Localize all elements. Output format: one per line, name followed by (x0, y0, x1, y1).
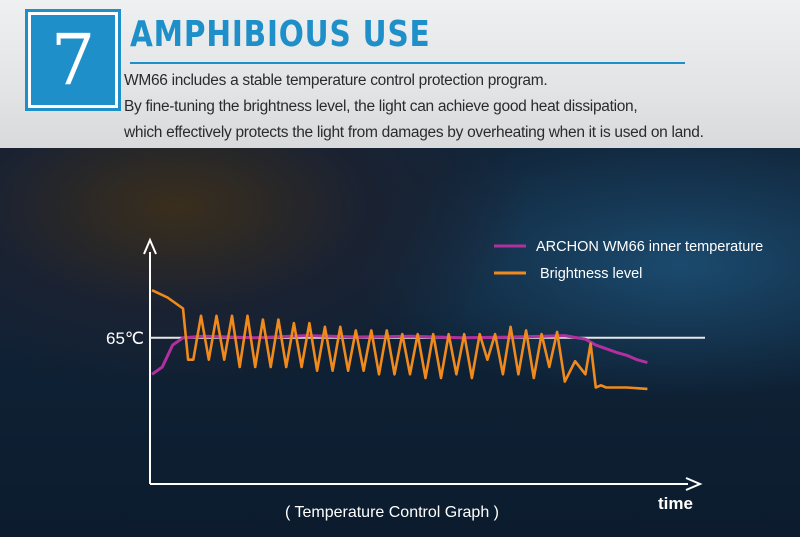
legend-label-brightness: Brightness level (540, 266, 642, 282)
header-banner: 7 AMPHIBIOUS USE WM66 includes a stable … (0, 0, 800, 148)
section-title: AMPHIBIOUS USE (130, 14, 431, 55)
section-number: 7 (50, 19, 96, 101)
description-line-1: WM66 includes a stable temperature contr… (124, 72, 548, 89)
y-axis-arrow (143, 237, 157, 255)
chart-caption: ( Temperature Control Graph ) (285, 504, 499, 521)
title-underline (130, 62, 685, 64)
y-tick-label: 65℃ (106, 329, 144, 348)
description-line-2: By fine-tuning the brightness level, the… (124, 98, 638, 115)
x-axis-label: time (658, 494, 693, 513)
section-number-badge: 7 (28, 12, 118, 108)
series-line-brightness (151, 289, 648, 391)
x-axis-arrow (685, 477, 703, 491)
description-line-3: which effectively protects the light fro… (124, 124, 704, 141)
legend-label-temperature: ARCHON WM66 inner temperature (536, 239, 763, 255)
